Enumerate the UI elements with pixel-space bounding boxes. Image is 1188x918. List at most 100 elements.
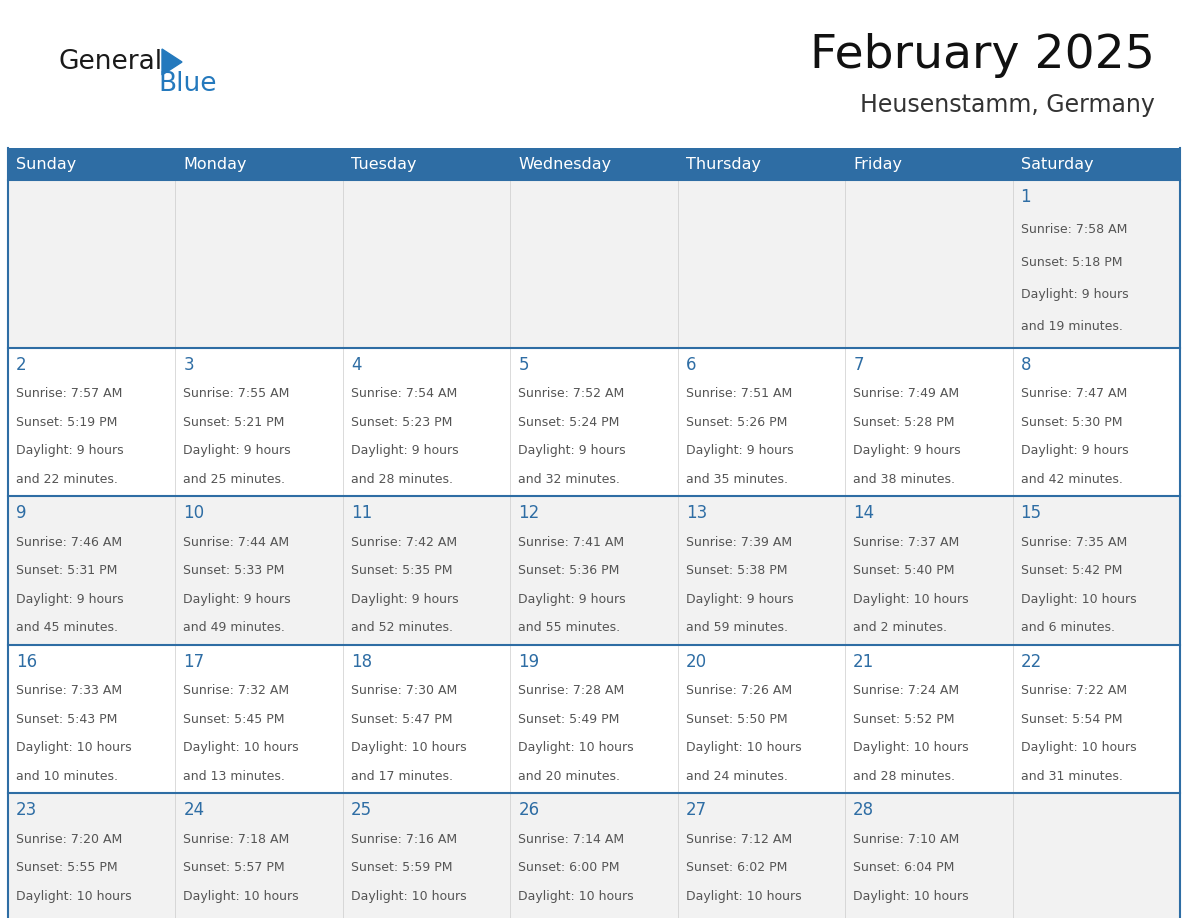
Bar bbox=[845, 348, 1012, 497]
Text: Sunset: 6:00 PM: Sunset: 6:00 PM bbox=[518, 861, 620, 875]
Polygon shape bbox=[162, 49, 182, 75]
Text: and 38 minutes.: and 38 minutes. bbox=[853, 473, 955, 486]
Text: and 35 minutes.: and 35 minutes. bbox=[685, 473, 788, 486]
Text: 7: 7 bbox=[853, 355, 864, 374]
Text: Daylight: 9 hours: Daylight: 9 hours bbox=[685, 593, 794, 606]
Text: Sunset: 5:35 PM: Sunset: 5:35 PM bbox=[350, 565, 453, 577]
Text: Sunrise: 7:20 AM: Sunrise: 7:20 AM bbox=[15, 833, 122, 845]
Text: Sunset: 5:40 PM: Sunset: 5:40 PM bbox=[853, 565, 955, 577]
Text: Sunrise: 7:51 AM: Sunrise: 7:51 AM bbox=[685, 387, 792, 400]
Text: Friday: Friday bbox=[853, 156, 902, 172]
Text: Daylight: 9 hours: Daylight: 9 hours bbox=[15, 593, 124, 606]
Text: Sunset: 5:24 PM: Sunset: 5:24 PM bbox=[518, 416, 620, 429]
Text: Sunset: 5:28 PM: Sunset: 5:28 PM bbox=[853, 416, 955, 429]
Text: and 31 minutes.: and 31 minutes. bbox=[1020, 770, 1123, 783]
Text: Sunset: 5:59 PM: Sunset: 5:59 PM bbox=[350, 861, 453, 875]
Text: Daylight: 9 hours: Daylight: 9 hours bbox=[183, 444, 291, 457]
Bar bbox=[511, 644, 677, 793]
Text: 14: 14 bbox=[853, 504, 874, 522]
Text: Sunset: 5:31 PM: Sunset: 5:31 PM bbox=[15, 565, 118, 577]
Text: Daylight: 10 hours: Daylight: 10 hours bbox=[15, 742, 132, 755]
Bar bbox=[1012, 497, 1180, 644]
Text: Sunrise: 7:52 AM: Sunrise: 7:52 AM bbox=[518, 387, 625, 400]
Text: Sunrise: 7:12 AM: Sunrise: 7:12 AM bbox=[685, 833, 792, 845]
Text: 26: 26 bbox=[518, 801, 539, 820]
Bar bbox=[343, 180, 511, 348]
Bar bbox=[343, 348, 511, 497]
Text: 1: 1 bbox=[1020, 188, 1031, 206]
Text: 18: 18 bbox=[350, 653, 372, 671]
Text: and 17 minutes.: and 17 minutes. bbox=[350, 770, 453, 783]
Text: Tuesday: Tuesday bbox=[350, 156, 416, 172]
Text: Daylight: 10 hours: Daylight: 10 hours bbox=[15, 890, 132, 903]
Text: Sunset: 5:30 PM: Sunset: 5:30 PM bbox=[1020, 416, 1123, 429]
Text: Sunset: 5:47 PM: Sunset: 5:47 PM bbox=[350, 713, 453, 726]
Text: 21: 21 bbox=[853, 653, 874, 671]
Text: Sunrise: 7:44 AM: Sunrise: 7:44 AM bbox=[183, 536, 290, 549]
Bar bbox=[8, 793, 176, 918]
Text: Daylight: 9 hours: Daylight: 9 hours bbox=[350, 593, 459, 606]
Text: Sunset: 5:54 PM: Sunset: 5:54 PM bbox=[1020, 713, 1123, 726]
Text: 22: 22 bbox=[1020, 653, 1042, 671]
Bar bbox=[8, 148, 1180, 180]
Text: Blue: Blue bbox=[158, 71, 216, 97]
Bar bbox=[343, 644, 511, 793]
Text: Monday: Monday bbox=[183, 156, 247, 172]
Text: and 28 minutes.: and 28 minutes. bbox=[350, 473, 453, 486]
Text: Sunset: 5:23 PM: Sunset: 5:23 PM bbox=[350, 416, 453, 429]
Text: Sunrise: 7:14 AM: Sunrise: 7:14 AM bbox=[518, 833, 625, 845]
Text: 12: 12 bbox=[518, 504, 539, 522]
Bar bbox=[176, 497, 343, 644]
Text: Sunrise: 7:35 AM: Sunrise: 7:35 AM bbox=[1020, 536, 1127, 549]
Text: 5: 5 bbox=[518, 355, 529, 374]
Text: General: General bbox=[58, 49, 162, 75]
Text: Sunrise: 7:33 AM: Sunrise: 7:33 AM bbox=[15, 684, 122, 698]
Bar bbox=[511, 180, 677, 348]
Text: and 24 minutes.: and 24 minutes. bbox=[685, 770, 788, 783]
Text: and 2 minutes.: and 2 minutes. bbox=[853, 621, 947, 634]
Text: Sunrise: 7:22 AM: Sunrise: 7:22 AM bbox=[1020, 684, 1126, 698]
Text: Sunset: 5:21 PM: Sunset: 5:21 PM bbox=[183, 416, 285, 429]
Text: Sunrise: 7:47 AM: Sunrise: 7:47 AM bbox=[1020, 387, 1127, 400]
Text: Daylight: 10 hours: Daylight: 10 hours bbox=[685, 890, 802, 903]
Text: Sunset: 5:52 PM: Sunset: 5:52 PM bbox=[853, 713, 955, 726]
Text: Thursday: Thursday bbox=[685, 156, 760, 172]
Bar bbox=[511, 793, 677, 918]
Text: Sunset: 6:02 PM: Sunset: 6:02 PM bbox=[685, 861, 788, 875]
Bar bbox=[343, 497, 511, 644]
Bar bbox=[845, 644, 1012, 793]
Text: Sunrise: 7:10 AM: Sunrise: 7:10 AM bbox=[853, 833, 960, 845]
Text: Sunrise: 7:30 AM: Sunrise: 7:30 AM bbox=[350, 684, 457, 698]
Text: Sunset: 5:43 PM: Sunset: 5:43 PM bbox=[15, 713, 118, 726]
Text: Daylight: 10 hours: Daylight: 10 hours bbox=[518, 890, 634, 903]
Text: 10: 10 bbox=[183, 504, 204, 522]
Bar bbox=[176, 793, 343, 918]
Bar bbox=[845, 180, 1012, 348]
Text: 25: 25 bbox=[350, 801, 372, 820]
Bar bbox=[677, 348, 845, 497]
Text: Sunset: 5:45 PM: Sunset: 5:45 PM bbox=[183, 713, 285, 726]
Text: Daylight: 9 hours: Daylight: 9 hours bbox=[853, 444, 961, 457]
Text: Daylight: 10 hours: Daylight: 10 hours bbox=[350, 890, 467, 903]
Text: 20: 20 bbox=[685, 653, 707, 671]
Text: 23: 23 bbox=[15, 801, 37, 820]
Text: and 13 minutes.: and 13 minutes. bbox=[183, 770, 285, 783]
Bar bbox=[8, 644, 176, 793]
Text: 11: 11 bbox=[350, 504, 372, 522]
Text: Daylight: 10 hours: Daylight: 10 hours bbox=[853, 593, 968, 606]
Text: and 19 minutes.: and 19 minutes. bbox=[1020, 320, 1123, 333]
Text: Sunrise: 7:49 AM: Sunrise: 7:49 AM bbox=[853, 387, 959, 400]
Text: Sunrise: 7:42 AM: Sunrise: 7:42 AM bbox=[350, 536, 457, 549]
Text: Sunset: 5:57 PM: Sunset: 5:57 PM bbox=[183, 861, 285, 875]
Bar bbox=[176, 180, 343, 348]
Text: Daylight: 9 hours: Daylight: 9 hours bbox=[183, 593, 291, 606]
Text: 6: 6 bbox=[685, 355, 696, 374]
Bar bbox=[845, 793, 1012, 918]
Text: Sunrise: 7:37 AM: Sunrise: 7:37 AM bbox=[853, 536, 960, 549]
Text: Daylight: 10 hours: Daylight: 10 hours bbox=[518, 742, 634, 755]
Bar bbox=[1012, 793, 1180, 918]
Text: 4: 4 bbox=[350, 355, 361, 374]
Text: Wednesday: Wednesday bbox=[518, 156, 612, 172]
Bar bbox=[1012, 348, 1180, 497]
Bar bbox=[845, 497, 1012, 644]
